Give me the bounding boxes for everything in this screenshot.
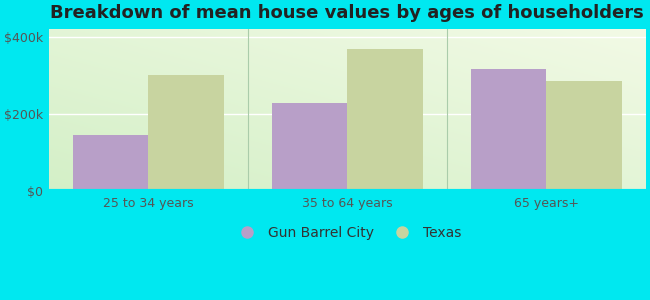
Title: Breakdown of mean house values by ages of householders: Breakdown of mean house values by ages o… [51, 4, 644, 22]
Bar [148, 76, 224, 191]
Bar [73, 135, 148, 191]
Legend: Gun Barrel City, Texas: Gun Barrel City, Texas [228, 220, 467, 245]
Bar [471, 69, 547, 191]
Bar [547, 81, 622, 191]
Bar [347, 49, 423, 191]
Bar [272, 103, 347, 191]
